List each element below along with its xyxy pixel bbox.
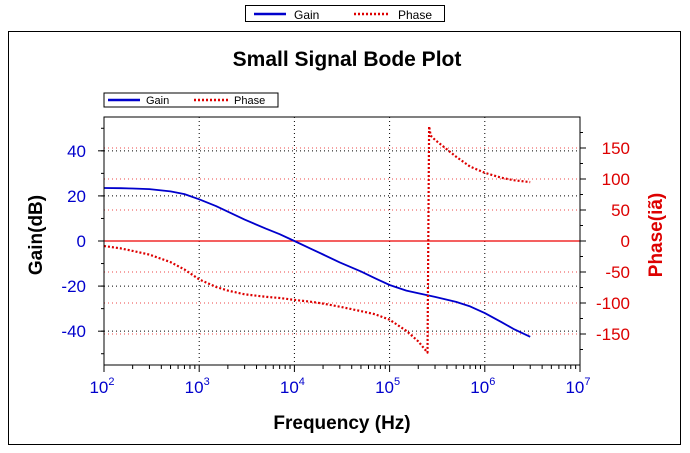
y-axis-label: Gain(dB) <box>26 195 47 275</box>
inner-legend-box <box>103 92 279 108</box>
y2-axis-label: Phase(iã) <box>646 193 667 277</box>
chart-title: Small Signal Bode Plot <box>233 48 462 71</box>
y2-tick-label: 100 <box>602 170 630 189</box>
y-tick-label: -40 <box>61 322 86 341</box>
y-tick-label: -20 <box>61 277 86 296</box>
x-tick-label: 105 <box>375 376 400 397</box>
outer-legend: Gain Phase <box>245 5 445 22</box>
x-tick-label: 102 <box>89 376 114 397</box>
y-tick-label: 40 <box>67 142 86 161</box>
outer-legend-gain-label: Gain <box>294 8 319 22</box>
tick-labels: 102 103 104 105 106 107 40 20 0 -20 -40 150 100 50 0 -5… <box>61 139 630 397</box>
x-tick-label: 104 <box>280 376 305 397</box>
x-axis-label: Frequency (Hz) <box>273 413 410 434</box>
y2-tick-label: 50 <box>611 201 630 220</box>
y2-tick-label: -150 <box>596 325 630 344</box>
inner-legend-phase-label: Phase <box>234 95 265 107</box>
y2-tick-label: -50 <box>605 263 630 282</box>
series-group <box>103 125 531 354</box>
inner-legend: Gain Phase <box>103 92 279 108</box>
y2-tick-label: 150 <box>602 139 630 158</box>
x-tick-label: 107 <box>565 376 590 397</box>
outer-legend-svg: Gain Phase <box>254 8 432 22</box>
y-tick-label: 0 <box>77 232 86 251</box>
x-tick-label: 106 <box>470 376 495 397</box>
outer-legend-phase-label: Phase <box>398 8 432 22</box>
phase-series-line <box>103 125 531 354</box>
y2-tick-label: 0 <box>621 232 630 251</box>
x-tick-label: 103 <box>185 376 210 397</box>
gain-series-line <box>103 187 531 338</box>
y2-tick-label: -100 <box>596 294 630 313</box>
tick-marks <box>98 127 586 372</box>
inner-legend-gain-label: Gain <box>146 95 169 107</box>
y-tick-label: 20 <box>67 187 86 206</box>
